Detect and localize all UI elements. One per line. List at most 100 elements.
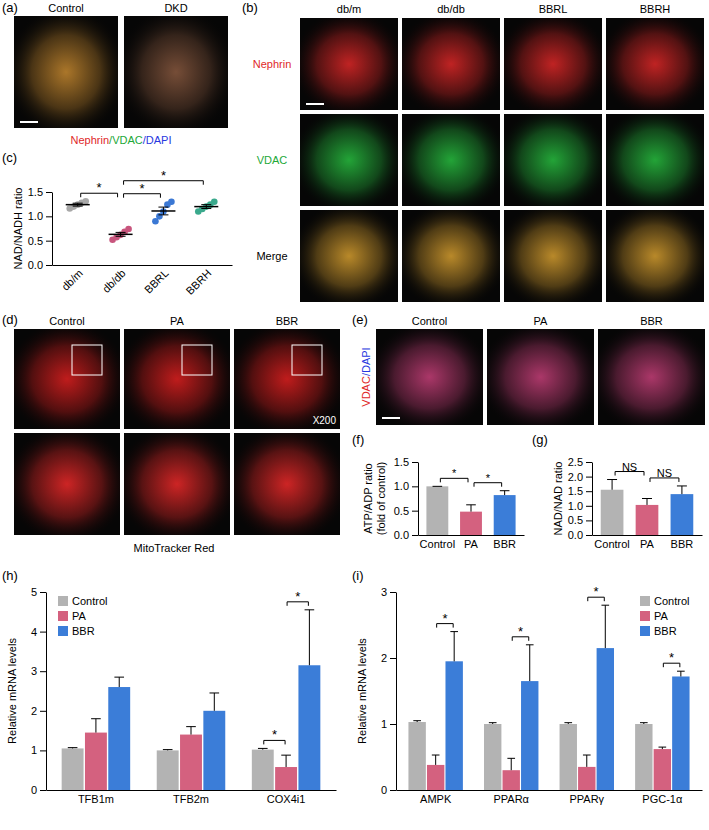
zoom-box <box>292 345 322 375</box>
y-tick: 5 <box>31 586 46 598</box>
error-bar <box>116 232 126 236</box>
micrograph <box>606 210 704 302</box>
image-label: BBR <box>640 315 663 327</box>
bar <box>671 494 694 535</box>
row-label: Nephrin <box>253 58 292 70</box>
legend-swatch <box>640 596 650 606</box>
y-tick-mark <box>46 192 52 193</box>
micrograph <box>487 329 594 425</box>
x-tick-label: BBRL <box>142 267 171 296</box>
y-tick: 0 <box>381 784 396 796</box>
x-axis-line <box>593 535 703 536</box>
error-bar <box>500 491 510 495</box>
bar <box>275 767 297 790</box>
y-tick: 0.0 <box>568 529 592 541</box>
y-tick-mark <box>586 477 592 478</box>
y-tick-mark <box>412 535 418 536</box>
x-tick-label: PPARα <box>493 793 529 805</box>
micrograph-background <box>124 433 230 535</box>
bar <box>654 749 671 790</box>
error-bar <box>209 693 219 711</box>
data-point <box>125 226 132 233</box>
y-tick-mark <box>586 462 592 463</box>
y-tick-label: 0.5 <box>568 514 583 526</box>
chart: 0123AMPKPPARαPPARγPGC-1αRelative mRNA le… <box>352 568 703 805</box>
error-bar <box>281 755 291 767</box>
x-tick-label: PA <box>640 538 655 550</box>
image-label: Control <box>49 315 84 327</box>
x-tick: TFB2m <box>173 793 209 805</box>
error-bar <box>258 748 268 749</box>
y-axis: 012345 <box>31 586 47 796</box>
y-axis-line <box>46 593 47 791</box>
y-tick-label: 3 <box>381 586 387 598</box>
y-axis-line <box>52 193 53 266</box>
micrograph <box>14 16 118 128</box>
column-label: db/db <box>437 3 465 15</box>
x-tick: COX4i1 <box>267 793 306 805</box>
chart: 0.00.51.01.52.02.5ControlPABBRNAD/NAD ra… <box>532 432 703 550</box>
bar <box>408 722 425 790</box>
error-bar <box>68 747 78 749</box>
plot-area <box>426 486 515 535</box>
x-tick-label: BBR <box>671 538 694 550</box>
panel-label: (b) <box>242 0 258 15</box>
micrograph-background <box>124 329 230 429</box>
y-tick: 1.5 <box>28 186 52 198</box>
micrograph <box>124 16 228 128</box>
y-tick-mark <box>46 265 52 266</box>
x-tick-label: TFB2m <box>173 793 209 805</box>
bar <box>252 750 274 790</box>
micrograph-background <box>124 16 228 128</box>
y-tick: 1.0 <box>568 500 592 512</box>
row-label: VDAC <box>257 154 288 166</box>
magnification-label: X200 <box>313 415 337 426</box>
significance-label: * <box>518 624 523 639</box>
scale-bar <box>382 417 400 419</box>
y-tick-label: 0.0 <box>394 529 409 541</box>
significance-label: * <box>272 727 277 742</box>
y-axis-title: Relative mRNA levels <box>356 638 368 744</box>
micrograph <box>402 210 500 302</box>
y-axis-title: ATP/ADP ratio <box>362 463 374 534</box>
micrograph <box>300 210 398 302</box>
x-tick-label: BBR <box>493 538 516 550</box>
y-tick: 0 <box>31 784 46 796</box>
y-tick-mark <box>390 592 396 593</box>
error-bar <box>432 755 440 765</box>
micrograph <box>300 114 398 206</box>
legend-label: Control <box>654 595 689 607</box>
plot-area <box>408 605 689 790</box>
y-tick: 2 <box>381 652 396 664</box>
chart: 012345TFB1mTFB2mCOX4i1Relative mRNA leve… <box>2 568 337 805</box>
y-tick-label: 2 <box>31 705 37 717</box>
x-tick: AMPK <box>420 793 452 805</box>
legend: ControlPABBR <box>58 595 107 637</box>
micrograph-background <box>300 114 398 206</box>
image-label: PA <box>534 315 549 327</box>
y-tick-label: 0.0 <box>28 259 43 271</box>
x-tick-label: PPARγ <box>569 793 604 805</box>
x-tick: PA <box>640 538 655 550</box>
panel-e: (e)ControlPABBRVDAC/DAPI <box>352 312 705 425</box>
y-tick-mark <box>40 790 46 791</box>
zoom-box <box>182 345 212 375</box>
legend-swatch <box>58 596 68 606</box>
stain-label: MitoTracker Red <box>134 542 215 554</box>
error-bar <box>583 755 591 767</box>
legend-label: PA <box>72 610 87 622</box>
y-tick-mark <box>390 724 396 725</box>
panel-b: (b)db/mdb/dbBBRLBBRHNephrinVDACMerge <box>242 0 704 302</box>
x-axis: TFB1mTFB2mCOX4i1 <box>47 791 337 805</box>
y-tick-mark <box>40 711 46 712</box>
mean-line <box>66 204 90 206</box>
micrograph <box>376 329 483 425</box>
x-tick: BBR <box>493 538 516 550</box>
bar <box>157 750 179 790</box>
micrograph-background <box>376 329 483 425</box>
error-bar <box>91 719 101 733</box>
y-axis: 0.00.51.01.52.02.5 <box>568 456 593 541</box>
error-bar <box>163 749 173 751</box>
y-tick-label: 1.0 <box>568 500 583 512</box>
bar <box>445 661 462 790</box>
